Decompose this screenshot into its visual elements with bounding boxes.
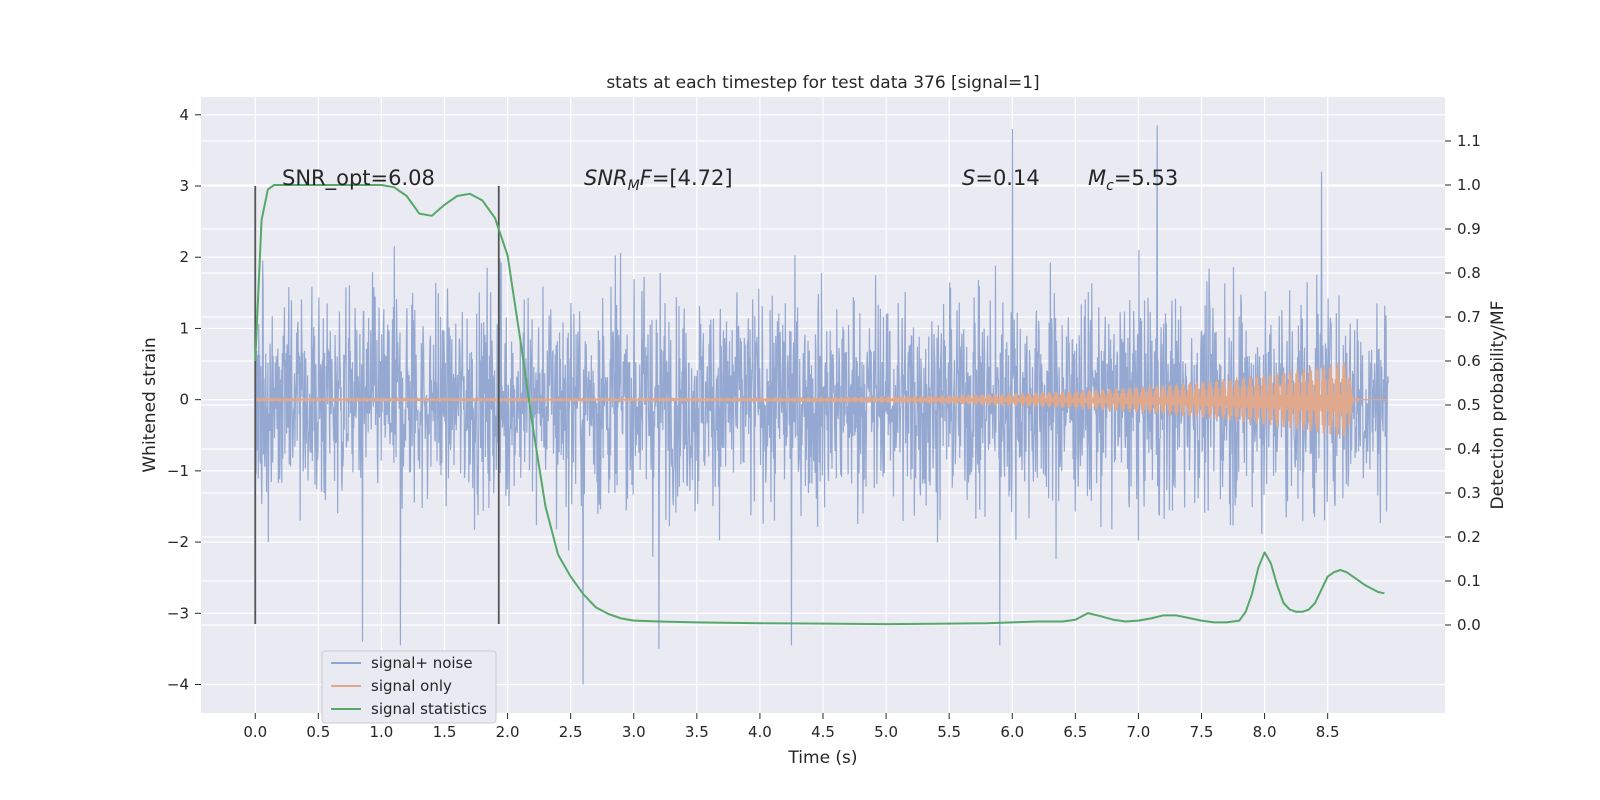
x-tick-label-6: 6.0 (1000, 723, 1024, 741)
y2-tick-label-0_8: 0.8 (1457, 264, 1481, 282)
y2-tick-label-0: 0.0 (1457, 616, 1481, 634)
y-tick-label-m1: −1 (167, 462, 189, 480)
annotation-snr-mf-name: SNR (584, 166, 628, 190)
annotation-snr-mf-tail: F (640, 166, 653, 190)
x-tick-label-4_5: 4.5 (811, 723, 835, 741)
annotation-mc-value: =5.53 (1114, 166, 1178, 190)
noise-line (254, 125, 1389, 685)
y-axis-ticks: 4 3 2 1 0 −1 −2 −3 −4 (167, 106, 201, 694)
legend-label-signal-statistics: signal statistics (371, 700, 487, 718)
annotation-snr-mf-sub: M (628, 178, 640, 194)
annotation-s-value: =0.14 (975, 166, 1039, 190)
x-axis-title: Time (s) (787, 748, 857, 768)
x-tick-label-3_5: 3.5 (685, 723, 709, 741)
y2-tick-label-0_4: 0.4 (1457, 440, 1481, 458)
x-tick-label-8_5: 8.5 (1316, 723, 1340, 741)
y-tick-label-4: 4 (179, 106, 189, 124)
annotation-mc-sub: c (1106, 178, 1114, 194)
annotation-snr-mf: SNRMF=[4.72] (584, 166, 733, 194)
y2-tick-label-0_3: 0.3 (1457, 484, 1481, 502)
y-tick-label-m4: −4 (167, 676, 189, 694)
annotation-snr-mf-value: =[4.72] (652, 166, 733, 190)
chart-title: stats at each timestep for test data 376… (606, 73, 1039, 93)
x-tick-label-2: 2.0 (496, 723, 520, 741)
series-signal-statistics (254, 184, 1385, 626)
y-tick-label-3: 3 (179, 177, 189, 195)
y-tick-label-2: 2 (179, 248, 189, 266)
x-tick-label-1: 1.0 (369, 723, 393, 741)
y2-tick-label-1_1: 1.1 (1457, 132, 1481, 150)
statistics-line (254, 184, 1385, 626)
annotations: SNR_opt=6.08 SNRMF=[4.72] S=0.14 Mc=5.53 (282, 166, 1178, 194)
chirp-line (254, 361, 1389, 438)
y2-tick-label-0_7: 0.7 (1457, 308, 1481, 326)
series-signal-only (254, 361, 1389, 438)
annotation-s: S=0.14 (962, 166, 1040, 190)
x-tick-label-6_5: 6.5 (1063, 723, 1087, 741)
annotation-s-name: S (962, 166, 975, 190)
y2-tick-label-0_9: 0.9 (1457, 220, 1481, 238)
x-tick-label-5_5: 5.5 (937, 723, 961, 741)
x-tick-label-2_5: 2.5 (559, 723, 583, 741)
series-signal-noise (254, 125, 1389, 685)
x-axis-ticks: 0.0 0.5 1.0 1.5 2.0 2.5 3.0 3.5 4.0 4.5 5.0 5.5 6.0 6… (243, 713, 1340, 741)
y-tick-label-m3: −3 (167, 604, 189, 622)
vertical-markers (254, 186, 500, 624)
annotation-mc: Mc=5.53 (1088, 166, 1178, 194)
x-tick-label-1_5: 1.5 (433, 723, 457, 741)
legend-label-signal-only: signal only (371, 677, 452, 695)
x-tick-label-8: 8.0 (1253, 723, 1277, 741)
x-tick-label-7: 7.0 (1126, 723, 1150, 741)
y2-tick-label-0_5: 0.5 (1457, 396, 1481, 414)
y2-tick-label-0_1: 0.1 (1457, 572, 1481, 590)
x-tick-label-4: 4.0 (748, 723, 772, 741)
y-tick-label-1: 1 (179, 319, 189, 337)
legend: signal+ noise signal only signal statist… (321, 650, 497, 724)
y-axis-title: Whitened strain (140, 337, 160, 472)
y2-tick-label-1: 1.0 (1457, 176, 1481, 194)
x-tick-label-7_5: 7.5 (1190, 723, 1214, 741)
x-tick-label-5: 5.0 (874, 723, 898, 741)
y2-axis-title: Detection probability/MF (1488, 301, 1508, 510)
x-tick-label-0: 0.0 (243, 723, 267, 741)
annotation-snr-opt: SNR_opt=6.08 (282, 166, 435, 191)
annotation-mc-name: M (1088, 166, 1106, 190)
y-tick-label-0: 0 (179, 391, 189, 409)
legend-box (321, 650, 497, 724)
x-tick-label-3: 3.0 (622, 723, 646, 741)
y-tick-label-m2: −2 (167, 533, 189, 551)
legend-label-signal-noise: signal+ noise (371, 654, 473, 672)
annotation-snr-opt-text: SNR_opt=6.08 (282, 166, 435, 191)
y2-axis-ticks: 1.1 1.0 0.9 0.8 0.7 0.6 0.5 0.4 0.3 0.2 0.1 0.0 (1445, 132, 1481, 634)
y2-tick-label-0_6: 0.6 (1457, 352, 1481, 370)
x-tick-label-0_5: 0.5 (306, 723, 330, 741)
y2-tick-label-0_2: 0.2 (1457, 528, 1481, 546)
